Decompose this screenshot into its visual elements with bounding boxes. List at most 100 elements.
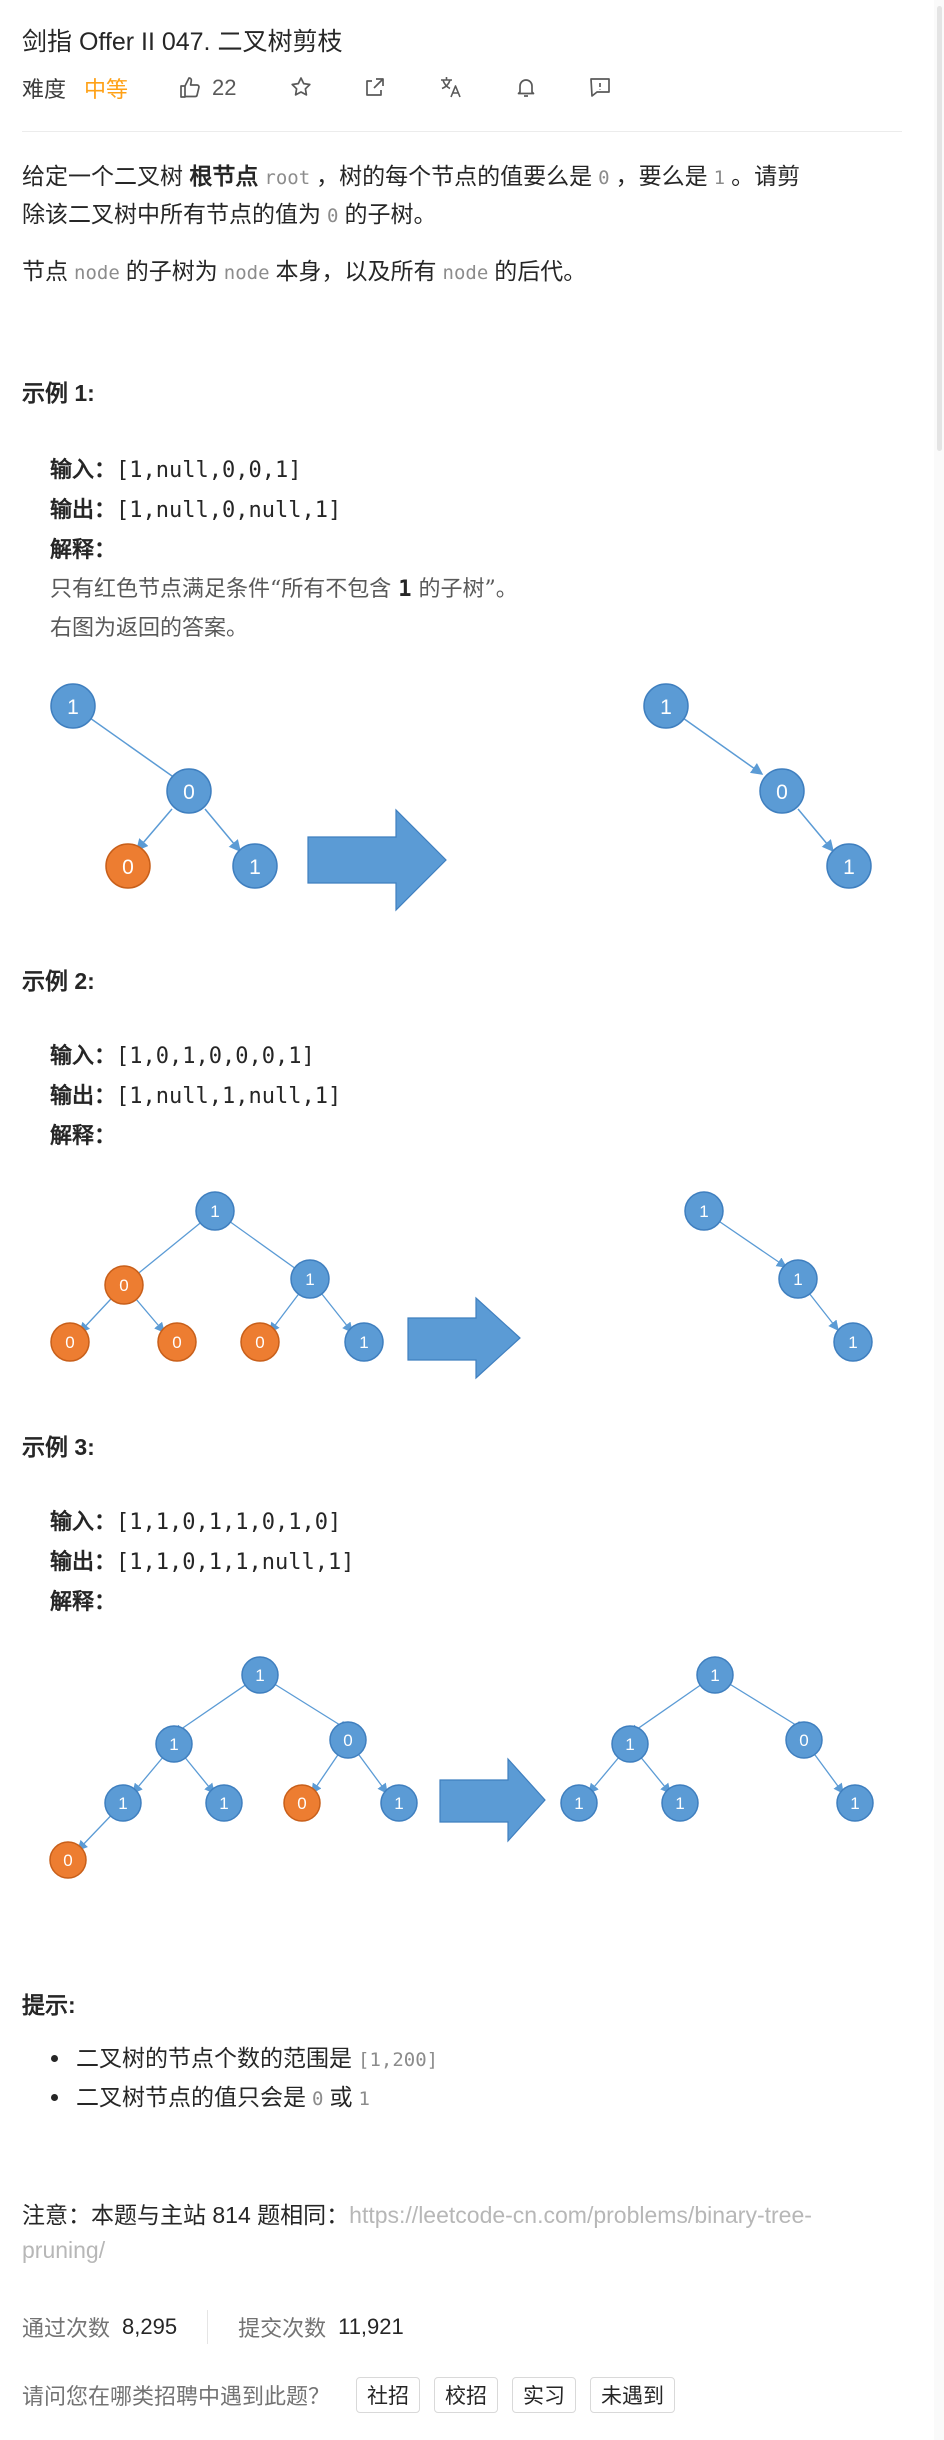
- share-button[interactable]: [360, 72, 390, 102]
- tree-node: [104, 1784, 142, 1822]
- tree-node: [696, 1656, 734, 1694]
- inline-code: node: [223, 262, 270, 284]
- tree-node-value: 0: [119, 1276, 128, 1295]
- thumbs-up-icon: [180, 77, 200, 98]
- tree-node-value: 1: [219, 1794, 228, 1813]
- tree-node: [232, 843, 278, 889]
- share-icon: [366, 78, 384, 96]
- feedback-button[interactable]: [585, 72, 615, 102]
- tree-node: [611, 1725, 649, 1763]
- tree-node-value: 1: [210, 1202, 219, 1221]
- scrollbar[interactable]: [934, 0, 944, 2440]
- tree-node-pruned: [50, 1322, 90, 1362]
- tree-node-pruned: [105, 843, 151, 889]
- inline-code: 0: [327, 205, 339, 227]
- tree-node: [344, 1322, 384, 1362]
- translate-button[interactable]: [436, 72, 466, 102]
- bell-icon: [517, 79, 535, 97]
- tree-node-value: 0: [297, 1794, 306, 1813]
- tree-node-value: 1: [793, 1270, 802, 1289]
- tree-node-value: 0: [799, 1731, 808, 1750]
- input-label: 输入：: [50, 1509, 117, 1535]
- hints-heading: 提示:: [22, 1992, 76, 2018]
- tree-node-value: 1: [843, 856, 855, 879]
- example-2-heading: 示例 2:: [22, 968, 95, 994]
- feedback-icon: [590, 78, 610, 97]
- example-2-diagram: 1 0 1 0 0 0 1 1 1 1: [50, 1191, 873, 1380]
- hints-list: 二叉树的节点个数的范围是 [1,200] 二叉树节点的值只会是 0或1: [72, 2040, 444, 2118]
- inline-code: 1: [713, 167, 726, 189]
- submitted-label: 提交次数: [238, 2316, 327, 2341]
- inline-code: 0: [598, 167, 610, 189]
- input-label: 输入：: [50, 1043, 117, 1069]
- survey-option-none[interactable]: 未遇到: [590, 2377, 676, 2413]
- explain-label: 解释：: [50, 1589, 117, 1615]
- input-label: 输入：: [50, 457, 117, 483]
- result-arrow: [307, 808, 447, 912]
- input-value: [1,null,0,0,1]: [116, 458, 302, 483]
- text: 给定一个二叉树: [22, 163, 190, 189]
- survey-option-intern[interactable]: 实习: [512, 2377, 577, 2413]
- input-value: [1,1,0,1,1,0,1,0]: [116, 1510, 342, 1535]
- tree-node-value: 0: [172, 1333, 181, 1352]
- text: 只有红色节点满足条件“所有不包含: [50, 577, 399, 602]
- tree-node: [661, 1784, 699, 1822]
- tree-node: [833, 1322, 873, 1362]
- tree-node-value: 1: [710, 1666, 719, 1685]
- problem-meta: 难度 中等 22: [22, 72, 237, 104]
- inline-code: [1,200]: [358, 2049, 439, 2071]
- tree-edge: [797, 808, 834, 853]
- survey-option-campus[interactable]: 校招: [434, 2377, 499, 2413]
- tree-node: [290, 1259, 330, 1299]
- related-problem-note: 注意：本题与主站 814 题相同：https://leetcode-cn.com…: [22, 2198, 882, 2268]
- tree-node: [241, 1656, 279, 1694]
- tree-node: [205, 1784, 243, 1822]
- tree-node: [155, 1725, 193, 1763]
- example-1-block: 输入：[1,null,0,0,1] 输出：[1,null,0,null,1] 解…: [50, 450, 518, 648]
- tree-node-value: 0: [255, 1333, 264, 1352]
- tree-node: [50, 683, 96, 729]
- tree-node-pruned: [157, 1322, 197, 1362]
- survey-option-social[interactable]: 社招: [356, 2377, 421, 2413]
- tree-node-value: 1: [118, 1794, 127, 1813]
- related-problem-link[interactable]: https://leetcode-cn.com/problems/binary-…: [22, 2202, 812, 2263]
- tree-node-value: 1: [848, 1333, 857, 1352]
- explain-line-1: 只有红色节点满足条件“所有不包含 1 的子树”。: [50, 570, 518, 609]
- tree-node-value: 1: [574, 1794, 583, 1813]
- text: ，要么是: [615, 163, 708, 189]
- scrollbar-thumb[interactable]: [937, 6, 942, 451]
- tree-node-value: 1: [394, 1794, 403, 1813]
- example-1-heading: 示例 1:: [22, 380, 95, 406]
- output-label: 输出：: [50, 1549, 117, 1575]
- tree-node: [560, 1784, 598, 1822]
- output-value: [1,1,0,1,1,null,1]: [116, 1550, 355, 1575]
- tree-node: [643, 683, 689, 729]
- tree-edge: [72, 705, 191, 789]
- tree-node: [826, 843, 872, 889]
- tree-node-value: 1: [255, 1666, 264, 1685]
- text: 的子树”。: [411, 577, 518, 602]
- tree-node-value: 1: [850, 1794, 859, 1813]
- submitted-count: 11,921: [338, 2314, 404, 2339]
- tree-node-value: 1: [699, 1202, 708, 1221]
- subscribe-button[interactable]: [511, 72, 541, 102]
- explain-label: 解释：: [50, 537, 117, 563]
- tree-node-pruned: [283, 1784, 321, 1822]
- tree-node-value: 0: [343, 1731, 352, 1750]
- text: 的后代。: [494, 258, 587, 284]
- list-item: 二叉树节点的值只会是 0或1: [72, 2079, 444, 2118]
- translate-icon: [441, 77, 461, 98]
- difficulty-label: 难度: [22, 77, 67, 102]
- like-button[interactable]: 22: [178, 75, 237, 101]
- tree-node-value: 1: [67, 696, 79, 719]
- tree-node-value: 1: [625, 1735, 634, 1754]
- text: 本身，以及所有: [275, 258, 437, 284]
- favorite-button[interactable]: [286, 72, 316, 102]
- result-arrow: [439, 1757, 546, 1843]
- inline-code: node: [442, 262, 489, 284]
- text: 节点: [22, 258, 68, 284]
- text: 除该二叉树中所有节点的值为: [22, 201, 321, 227]
- tree-node: [380, 1784, 418, 1822]
- text: 的子树为: [125, 258, 218, 284]
- text: 。请剪: [731, 163, 801, 189]
